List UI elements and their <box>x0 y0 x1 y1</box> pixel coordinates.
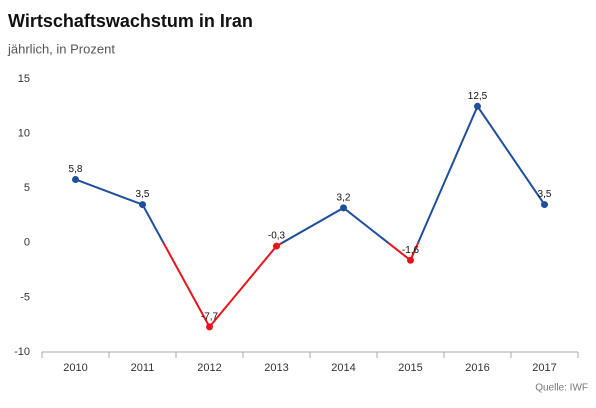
x-tick-label: 2016 <box>465 362 489 374</box>
point <box>72 175 79 183</box>
x-tick-label: 2013 <box>264 362 288 374</box>
y-tick-label: 15 <box>18 73 30 85</box>
chart-subtitle: jährlich, in Prozent <box>7 41 115 56</box>
point <box>474 102 481 110</box>
x-tick-label: 2015 <box>398 362 422 374</box>
chart-title: Wirtschaftswachstum in Iran <box>8 11 253 31</box>
value-label: 12,5 <box>468 91 488 102</box>
value-label: 3,2 <box>337 192 351 203</box>
x-tick-label: 2017 <box>532 362 556 374</box>
y-tick-label: 0 <box>24 237 30 249</box>
y-tick-label: 10 <box>18 128 30 140</box>
point <box>407 256 414 264</box>
x-tick-label: 2010 <box>63 362 87 374</box>
x-tick-label: 2012 <box>197 362 221 374</box>
y-tick-label: -5 <box>20 291 30 303</box>
source: Quelle: IWF <box>535 383 588 394</box>
value-label: 3,5 <box>538 189 552 200</box>
value-label: 3,5 <box>136 189 150 200</box>
y-tick-label: -10 <box>14 346 30 358</box>
point <box>273 242 280 250</box>
value-label: 5,8 <box>69 164 83 175</box>
x-tick-label: 2014 <box>331 362 355 374</box>
value-label: -7,7 <box>201 312 219 323</box>
point <box>541 201 548 209</box>
x-tick-label: 2011 <box>131 362 155 374</box>
value-label: -0,3 <box>268 231 286 242</box>
line <box>75 104 546 329</box>
value-label: -1,6 <box>402 245 420 256</box>
point <box>139 201 146 209</box>
y-tick-label: 5 <box>24 182 30 194</box>
point <box>206 323 213 331</box>
point <box>340 204 347 212</box>
